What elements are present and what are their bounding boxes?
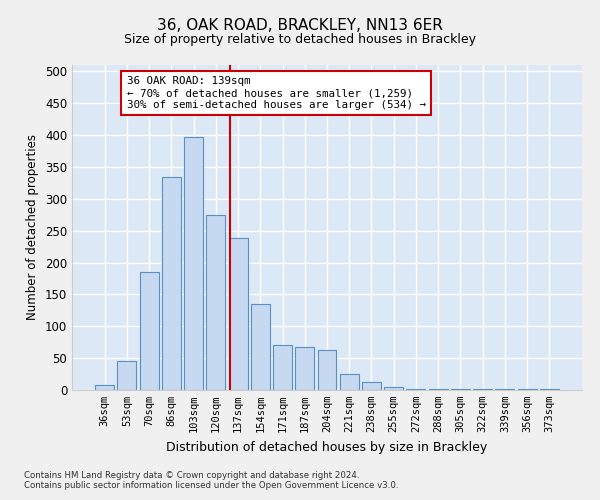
Bar (251, 304, 270, 390)
Bar (295, 346, 314, 390)
Bar (95, 385, 114, 390)
Bar (406, 388, 425, 390)
Text: Contains HM Land Registry data © Crown copyright and database right 2024.: Contains HM Land Registry data © Crown c… (24, 470, 359, 480)
Bar (118, 360, 136, 390)
Bar (140, 272, 158, 390)
Bar (184, 137, 203, 390)
Bar (340, 374, 359, 390)
Bar (273, 346, 292, 390)
Y-axis label: Number of detached properties: Number of detached properties (26, 134, 40, 320)
Text: 36 OAK ROAD: 139sqm
← 70% of detached houses are smaller (1,259)
30% of semi-det: 36 OAK ROAD: 139sqm ← 70% of detached ho… (127, 76, 426, 110)
Bar (317, 350, 337, 390)
Bar (384, 388, 403, 390)
Bar (229, 238, 248, 390)
Bar (206, 215, 225, 390)
X-axis label: Distribution of detached houses by size in Brackley: Distribution of detached houses by size … (166, 440, 488, 454)
Bar (162, 176, 181, 390)
Text: 36, OAK ROAD, BRACKLEY, NN13 6ER: 36, OAK ROAD, BRACKLEY, NN13 6ER (157, 18, 443, 32)
Bar (362, 382, 381, 390)
Text: Size of property relative to detached houses in Brackley: Size of property relative to detached ho… (124, 32, 476, 46)
Text: Contains public sector information licensed under the Open Government Licence v3: Contains public sector information licen… (24, 480, 398, 490)
Bar (540, 388, 559, 390)
